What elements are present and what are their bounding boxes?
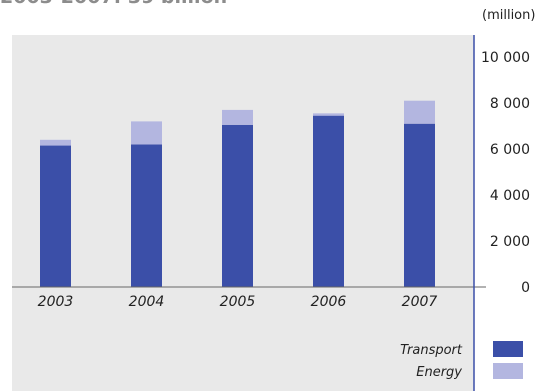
x-tick-label-2003: 2003 [38,294,74,310]
x-tick-label-2006: 2006 [311,294,347,310]
y-tick-label-4000: 4 000 [490,188,530,204]
y-tick-label-8000: 8 000 [490,96,530,112]
legend-swatch-energy [493,363,523,379]
bar-energy-2003 [40,139,71,146]
chart-title: 2003-2007: 39 billion [0,0,227,8]
bar-energy-2005 [222,109,253,125]
bars-group [40,100,435,288]
x-tick-label-2007: 2007 [402,294,438,310]
bar-transport-2007 [404,123,435,287]
x-tick-label-2004: 2004 [129,294,165,310]
legend-group: Transport Energy [400,341,523,380]
y-unit-label: (million) [482,8,536,23]
y-tick-label-2000: 2 000 [490,234,530,250]
y-tick-label-0: 0 [521,280,530,296]
bar-energy-2006 [313,113,344,116]
bar-energy-2004 [131,121,162,145]
bar-transport-2006 [313,115,344,288]
bar-transport-2005 [222,124,253,287]
y-tick-label-6000: 6 000 [490,142,530,158]
bar-energy-2007 [404,100,435,124]
legend-swatch-transport [493,341,523,357]
bar-transport-2003 [40,145,71,287]
bar-transport-2004 [131,144,162,287]
legend-label-energy: Energy [416,365,462,380]
legend-label-transport: Transport [400,343,463,358]
axes-group: 2003 2004 2005 2006 2007 0 2 000 4 000 6 000 8 00… [12,35,530,391]
x-tick-label-2005: 2005 [220,294,256,310]
y-tick-label-10000: 10 000 [481,50,530,66]
